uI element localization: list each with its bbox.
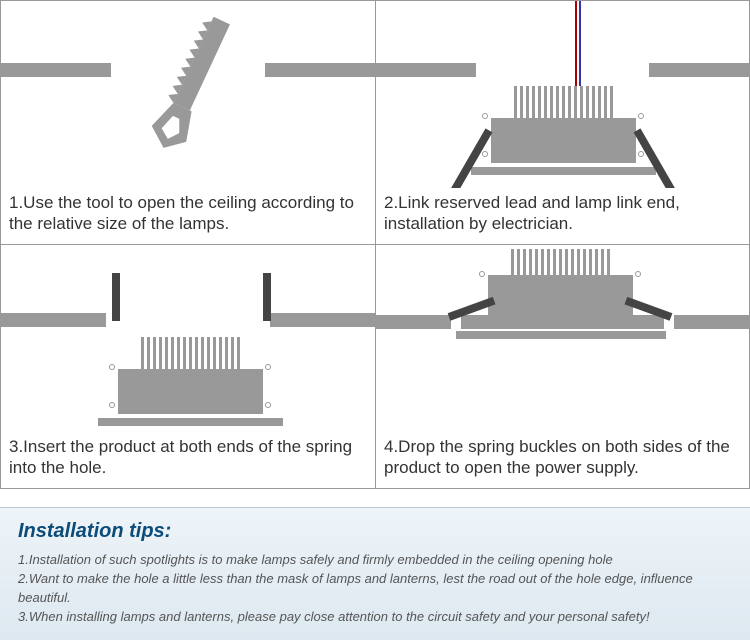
step-3-caption: 3.Insert the product at both ends of the…: [1, 432, 375, 489]
step-1-illustration: [1, 1, 375, 188]
tips-title: Installation tips:: [18, 520, 732, 543]
tips-line-3: 3.When installing lamps and lanterns, pl…: [18, 608, 732, 627]
step-2: 2.Link reserved lead and lamp link end, …: [375, 1, 749, 245]
step-2-caption: 2.Link reserved lead and lamp link end, …: [376, 188, 749, 245]
step-1-caption: 1.Use the tool to open the ceiling accor…: [1, 188, 375, 245]
tips-line-2: 2.Want to make the hole a little less th…: [18, 570, 732, 608]
step-4: 4.Drop the spring buckles on both sides …: [375, 245, 749, 489]
steps-grid: 1.Use the tool to open the ceiling accor…: [0, 0, 750, 489]
step-3: 3.Insert the product at both ends of the…: [1, 245, 375, 489]
step-1: 1.Use the tool to open the ceiling accor…: [1, 1, 375, 245]
step-3-illustration: [1, 245, 375, 432]
step-4-illustration: [376, 245, 749, 432]
tips-line-1: 1.Installation of such spotlights is to …: [18, 551, 732, 570]
saw-icon: [131, 9, 251, 169]
step-2-illustration: [376, 1, 749, 188]
tips-box: Installation tips: 1.Installation of suc…: [0, 507, 750, 640]
step-4-caption: 4.Drop the spring buckles on both sides …: [376, 432, 749, 489]
